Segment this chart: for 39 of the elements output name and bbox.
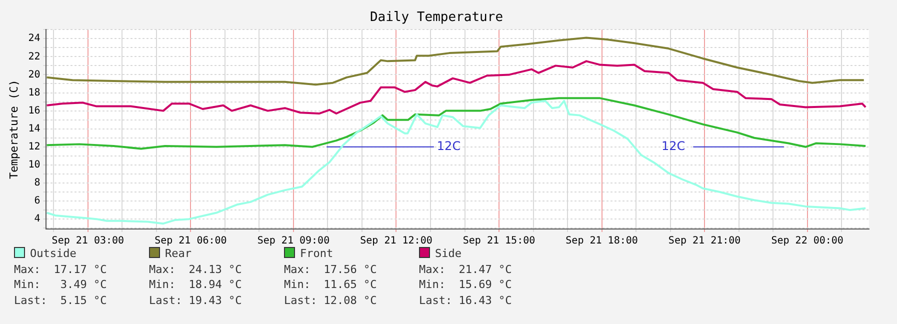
legend-label: Rear <box>164 246 192 262</box>
y-tick-label: 14 <box>28 123 40 134</box>
text: Min: 3.49 °C <box>14 277 108 292</box>
y-tick-label: 18 <box>28 87 40 98</box>
y-tick-label: 10 <box>28 160 40 171</box>
legend-label: Side <box>434 246 462 262</box>
text: Last: 16.43 °C <box>419 292 513 308</box>
x-tick-label: Sep 21 15:00 <box>462 236 536 247</box>
y-tick-label: 4 <box>34 214 40 225</box>
x-tick-label: Sep 22 00:00 <box>771 236 844 247</box>
text: Min: 15.69 °C <box>419 277 513 292</box>
text: Max: 17.56 °C <box>284 262 378 277</box>
text: Last: 5.15 °C <box>14 292 108 308</box>
legend-label: Outside <box>29 246 78 262</box>
annotation: 12C <box>436 139 461 154</box>
x-tick-label: Sep 21 21:00 <box>668 236 741 247</box>
text: Last: 19.43 °C <box>149 292 243 308</box>
x-tick-label: Sep 21 12:00 <box>360 236 432 247</box>
x-tick-label: Sep 21 06:00 <box>154 236 227 247</box>
text: Max: 24.13 °C <box>149 262 243 277</box>
annotation: 12C <box>661 139 686 154</box>
y-axis-title: Temperature (C) <box>7 80 20 179</box>
x-tick-label: Sep 21 03:00 <box>52 236 124 247</box>
y-tick-label: 16 <box>28 105 40 116</box>
text: Last: 12.08 °C <box>284 292 378 308</box>
y-tick-label: 8 <box>34 178 40 189</box>
x-tick-label: Sep 21 18:00 <box>566 236 638 247</box>
text: Max: 17.17 °C <box>14 262 108 277</box>
y-tick-label: 24 <box>28 33 40 44</box>
y-tick-label: 12 <box>28 141 40 152</box>
y-tick-label: 20 <box>28 69 40 80</box>
text: Min: 11.65 °C <box>284 277 378 292</box>
chart-title: Daily Temperature <box>370 10 504 26</box>
x-tick-label: Sep 21 09:00 <box>257 236 330 247</box>
y-tick-label: 22 <box>28 51 40 62</box>
text: Max: 21.47 °C <box>419 262 513 277</box>
text: Min: 18.94 °C <box>149 277 243 292</box>
legend-label: Front <box>299 246 334 262</box>
y-tick-label: 6 <box>34 196 40 207</box>
